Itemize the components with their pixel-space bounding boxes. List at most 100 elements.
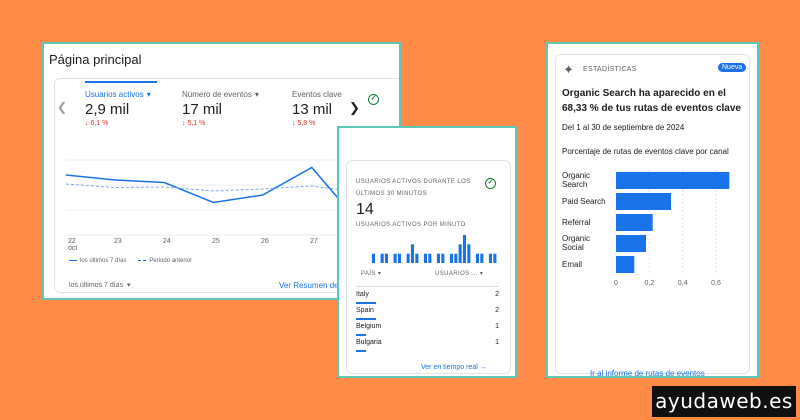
view-realtime-link[interactable]: Ver en tiempo real →	[421, 364, 487, 371]
minute-bar	[467, 244, 471, 263]
x-tick: 25	[212, 238, 220, 245]
x-tick-label: 0,2	[644, 280, 654, 287]
x-tick: 27	[310, 238, 318, 245]
category-label: Paid Search	[562, 197, 606, 206]
metric-change: 5,1 %	[187, 120, 206, 127]
minute-bar	[415, 253, 419, 263]
insight-kicker: ESTADÍSTICAS	[583, 66, 637, 73]
x-tick: 26	[261, 238, 269, 245]
metric-value: 13 mil	[292, 101, 333, 118]
chart-legend: los últimos 7 días Periodo anterior	[69, 258, 192, 264]
channel-bar-chart: 0 0,2 0,4 0,6 Organic Search Paid Search Referr…	[562, 170, 730, 287]
channel-bar	[616, 235, 646, 252]
x-tick-label: 0	[614, 280, 618, 287]
metric-key-events[interactable]: Eventos clave 13 mil ↓ 5,8 %	[292, 90, 342, 127]
page-title: Página principal	[49, 52, 142, 67]
channel-bar	[616, 256, 635, 273]
minute-bar	[393, 253, 397, 263]
x-tick-label: 0,4	[678, 280, 688, 287]
minute-bar	[458, 244, 462, 263]
active-tab-indicator	[85, 81, 157, 83]
minute-bar	[475, 253, 479, 263]
minute-bar	[380, 253, 384, 263]
table-row: Italy 2	[356, 291, 499, 304]
share-bar	[356, 334, 366, 336]
metric-events[interactable]: Número de eventos ▾ 17 mil ↓ 5,1 %	[182, 90, 259, 127]
category-label: Organic Social	[562, 234, 590, 252]
x-tick: 22 oct	[68, 238, 78, 252]
minute-bar	[462, 235, 466, 263]
realtime-subtitle: USUARIOS ACTIVOS POR MINUTO	[356, 222, 466, 228]
minute-bar	[436, 253, 440, 263]
minute-bar	[428, 253, 432, 263]
minute-bar	[410, 244, 414, 263]
metrics-panel	[54, 78, 399, 293]
event-paths-report-link[interactable]: Ir al informe de rutas de eventos	[590, 369, 705, 378]
metric-label: Usuarios activos	[85, 90, 144, 99]
insight-headline: Organic Search ha aparecido en el 68,33 …	[562, 88, 741, 114]
minute-bar	[449, 253, 453, 263]
minute-bar	[406, 253, 410, 263]
insight-card: ✦ ESTADÍSTICAS Nueva Organic Search ha a…	[546, 42, 759, 378]
metric-change: 5,8 %	[297, 120, 316, 127]
column-users[interactable]: USUARIOS ... ▾	[435, 271, 484, 277]
table-row: Bulgaria 1	[356, 339, 499, 352]
chevron-right-icon[interactable]: ❯	[349, 100, 360, 115]
metric-value: 2,9 mil	[85, 101, 130, 118]
x-tick: 23	[114, 238, 122, 245]
minute-bar	[488, 253, 492, 263]
arrow-down-icon: ↓	[292, 120, 296, 127]
realtime-title: USUARIOS ACTIVOS DURANTE LOS ÚLTIMOS 30 …	[356, 179, 471, 197]
series-previous-line	[66, 183, 362, 193]
arrow-down-icon: ↓	[182, 120, 186, 127]
users-line-chart	[66, 159, 366, 236]
legend-previous: Periodo anterior	[138, 258, 192, 264]
category-label: Email	[562, 260, 582, 269]
realtime-panel	[346, 160, 511, 374]
check-circle-icon: ✓	[368, 94, 379, 105]
minute-bar	[423, 253, 427, 263]
caret-down-icon: ▾	[254, 90, 259, 99]
x-tick-label: 0,6	[711, 280, 721, 287]
per-minute-bar-chart	[371, 235, 497, 263]
minute-bar	[480, 253, 484, 263]
insight-panel	[555, 54, 750, 374]
arrow-down-icon: ↓	[85, 120, 89, 127]
category-label: Referral	[562, 218, 591, 227]
metric-label: Número de eventos	[182, 90, 252, 99]
insight-chart-title: Porcentaje de rutas de eventos clave por…	[562, 147, 729, 156]
caret-down-icon: ▾	[377, 271, 382, 277]
minute-bar	[441, 253, 445, 263]
view-summary-link[interactable]: Ver Resumen de	[279, 281, 339, 290]
arrow-right-icon: →	[479, 364, 487, 371]
minute-bar	[371, 253, 375, 263]
legend-current: los últimos 7 días	[69, 258, 126, 264]
date-range-select[interactable]: los últimos 7 días ▾	[69, 282, 131, 289]
table-divider	[356, 286, 499, 287]
category-label: Organic Search	[562, 171, 590, 189]
caret-down-icon: ▾	[479, 271, 484, 277]
minute-bar	[384, 253, 388, 263]
insight-date: Del 1 al 30 de septiembre de 2024	[562, 123, 685, 132]
realtime-value: 14	[356, 201, 374, 218]
caret-down-icon: ▾	[146, 90, 151, 99]
series-current-line	[66, 166, 362, 226]
share-bar	[356, 350, 366, 352]
table-row: Spain 2	[356, 307, 499, 320]
realtime-card: USUARIOS ACTIVOS DURANTE LOS ÚLTIMOS 30 …	[337, 126, 517, 378]
channel-bar	[616, 172, 730, 189]
new-badge: Nueva	[718, 63, 747, 72]
share-bar	[356, 302, 376, 304]
metric-label: Eventos clave	[292, 90, 342, 99]
channel-bar	[616, 214, 653, 231]
column-country[interactable]: PAÍS ▾	[361, 271, 382, 277]
brand-watermark: ayudaweb.es	[652, 386, 796, 417]
check-circle-icon: ✓	[485, 178, 496, 189]
chevron-left-icon[interactable]: ❮	[57, 100, 68, 114]
x-tick: 24	[163, 238, 171, 245]
metric-change: 6,1 %	[90, 120, 109, 127]
table-row: Belgium 1	[356, 323, 499, 336]
sparkle-icon: ✦	[563, 62, 574, 77]
minute-bar	[493, 253, 497, 263]
metric-active-users[interactable]: Usuarios activos ▾ 2,9 mil ↓ 6,1 %	[85, 90, 151, 127]
